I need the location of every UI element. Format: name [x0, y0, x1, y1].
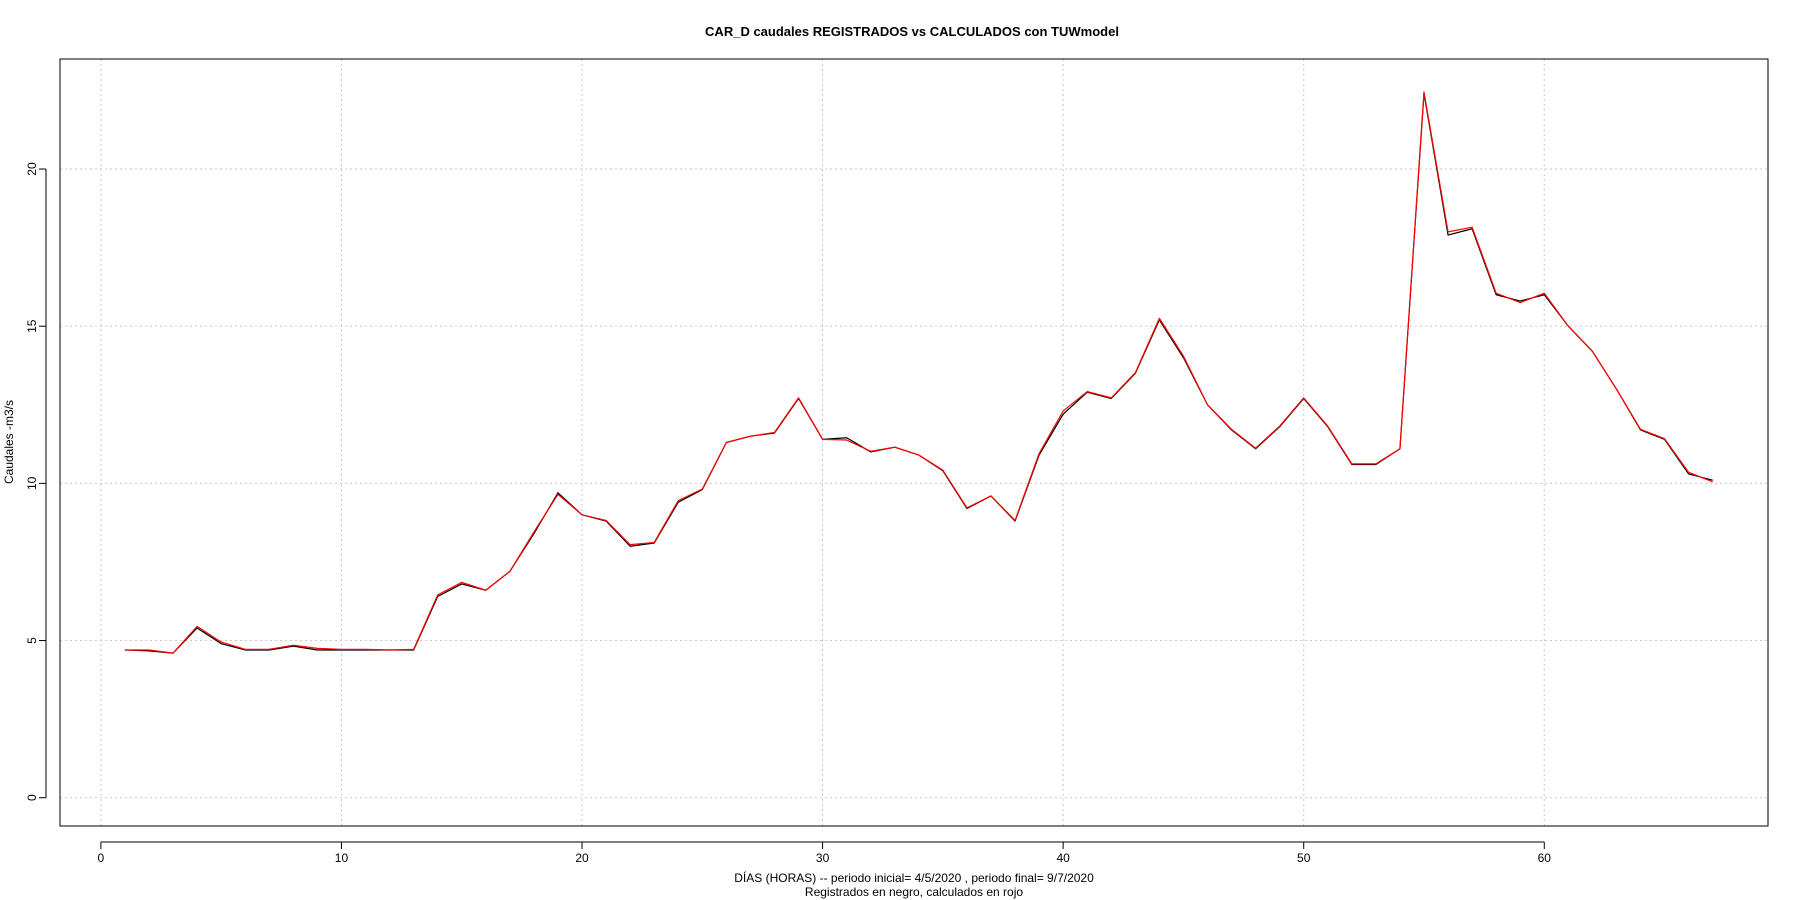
x-axis: 0 10 20 30 40 50 60: [98, 841, 1552, 865]
y-axis: 0 5 10 15 20: [25, 162, 47, 801]
x-tick-label: 0: [98, 851, 105, 865]
y-tick-label: 5: [25, 637, 39, 644]
x-tick-label: 50: [1297, 851, 1311, 865]
x-tick-label: 20: [575, 851, 589, 865]
grid: [60, 59, 1768, 826]
plot-frame: [59, 58, 1769, 827]
series-line-registrados: [124, 92, 1713, 654]
y-tick-label: 10: [25, 476, 39, 490]
series-group: [124, 91, 1713, 654]
y-tick-label: 15: [25, 319, 39, 333]
x-axis-sublabel: Registrados en negro, calculados en rojo: [805, 885, 1023, 899]
x-tick-label: 60: [1538, 851, 1552, 865]
x-tick-label: 30: [816, 851, 830, 865]
series-line-calculados: [124, 91, 1713, 654]
y-tick-label: 20: [25, 162, 39, 176]
x-tick-label: 40: [1056, 851, 1070, 865]
y-tick-label: 0: [25, 794, 39, 801]
x-axis-label: DÍAS (HORAS) -- periodo inicial= 4/5/202…: [734, 870, 1094, 885]
x-tick-label: 10: [335, 851, 349, 865]
chart-title: CAR_D caudales REGISTRADOS vs CALCULADOS…: [705, 24, 1119, 39]
y-axis-label: Caudales -m3/s: [2, 400, 16, 484]
